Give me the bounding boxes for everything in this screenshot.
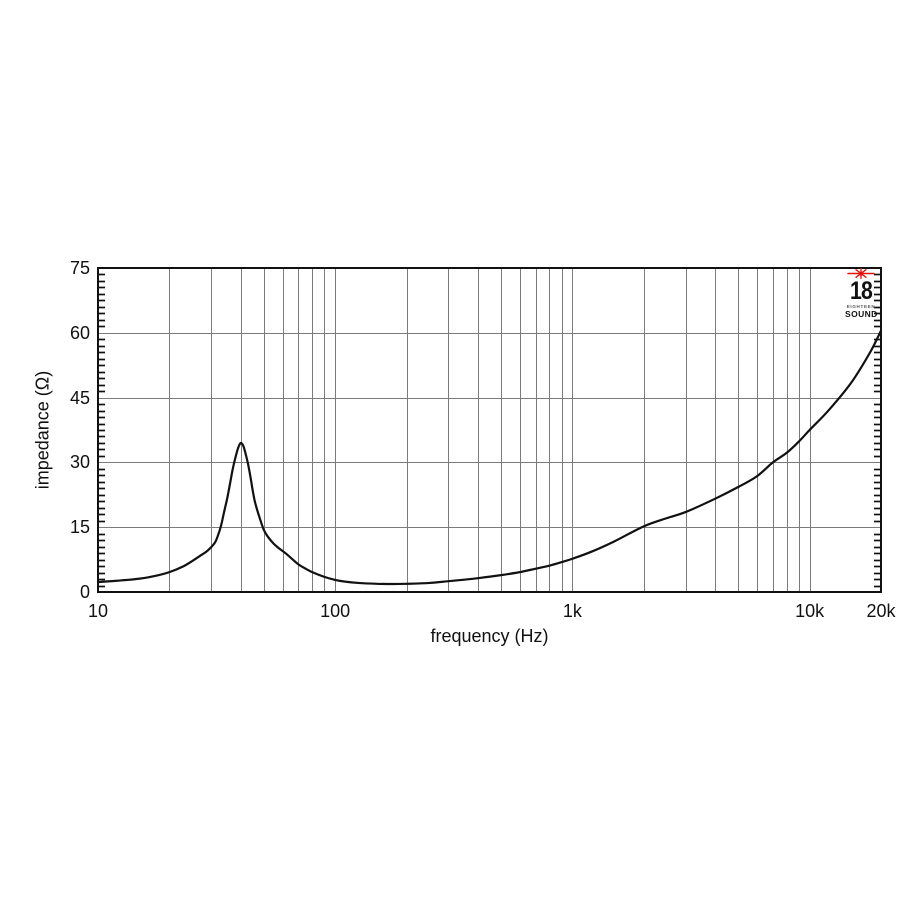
logo-brand-bottom: SOUND [845,308,878,319]
y-tick-label: 30 [69,452,90,473]
x-tick-label: 10k [795,601,825,621]
impedance-curve [96,329,883,586]
y-tick-label: 75 [69,258,90,278]
star-icon [847,267,875,280]
x-axis-title: frequency (Hz) [430,626,549,646]
logo-number: 18 [850,277,873,305]
y-tick-label: 60 [69,322,90,343]
y-axis-title: impedance (Ω) [32,370,53,490]
brand-logo: 18 EIGHTEEN SOUND [845,267,877,318]
plot-frame [97,267,882,593]
logo-brand-top: EIGHTEEN [846,304,876,309]
x-tick-label: 20k [866,601,896,621]
x-tick-label: 10 [87,601,109,621]
x-tick-label: 100 [320,601,351,621]
y-tick-label: 45 [69,387,90,408]
y-tick-label: 0 [79,582,90,602]
y-tick-label: 15 [69,517,90,538]
x-tick-label: 1k [562,601,582,621]
gridlines [98,268,881,592]
axis-minor-ticks [99,273,880,588]
